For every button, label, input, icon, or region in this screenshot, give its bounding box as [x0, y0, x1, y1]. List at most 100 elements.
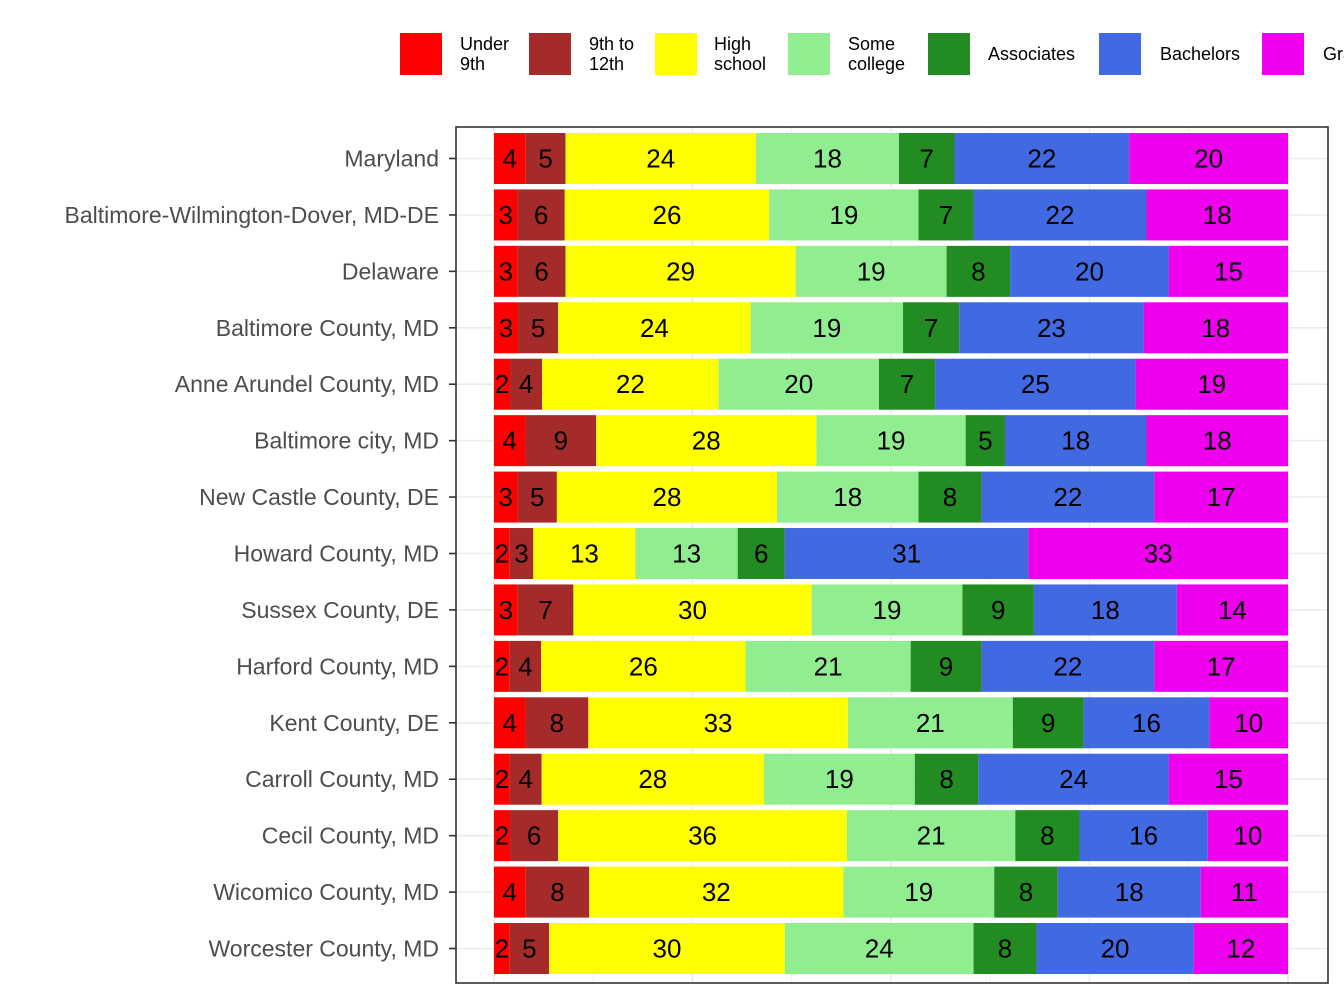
data-label: 13 [672, 539, 701, 569]
data-label: 24 [640, 313, 669, 343]
data-label: 4 [503, 144, 517, 174]
bar-maryland-some-college [756, 133, 899, 184]
data-label: 16 [1132, 708, 1161, 738]
data-label: 20 [1194, 144, 1223, 174]
bar-delaware-9th-to-12th [517, 245, 566, 297]
bar-baltimore-county-md-some-college [750, 302, 904, 354]
data-label: 18 [1203, 426, 1232, 456]
bar-cecil-county-md-some-college [846, 810, 1016, 862]
data-label: 17 [1207, 651, 1236, 681]
bar-new-castle-county-de-graduate [1154, 471, 1288, 523]
bar-harford-county-md-under-9th [494, 640, 510, 692]
bar-worcester-county-md-graduate [1193, 923, 1288, 975]
bar-sussex-county-de-graduate [1176, 584, 1288, 636]
data-label: 23 [1037, 313, 1066, 343]
data-label: 28 [638, 764, 667, 794]
y-tick-label: Harford County, MD [236, 653, 439, 679]
bar-anne-arundel-county-md-9th-to-12th [510, 358, 543, 410]
bar-baltimore-wilmington-dover-md-de-graduate [1146, 189, 1288, 241]
data-label: 10 [1233, 821, 1262, 851]
data-label: 28 [692, 426, 721, 456]
data-label: 19 [825, 764, 854, 794]
y-tick-label: Maryland [344, 146, 439, 172]
bar-baltimore-wilmington-dover-md-de-9th-to-12th [517, 189, 565, 241]
bar-howard-county-md-9th-to-12th [509, 528, 534, 580]
bar-baltimore-city-md-9th-to-12th [525, 415, 597, 467]
bar-cecil-county-md-high-school [558, 810, 847, 862]
y-tick-label: Anne Arundel County, MD [175, 371, 439, 397]
bar-baltimore-county-md-9th-to-12th [518, 302, 559, 354]
y-tick-label: Carroll County, MD [245, 766, 439, 792]
bar-cecil-county-md-9th-to-12th [510, 810, 559, 862]
data-label: 22 [1046, 200, 1075, 230]
data-label: 21 [917, 821, 946, 851]
y-tick-label: Baltimore County, MD [216, 315, 439, 341]
bar-maryland-bachelors [954, 133, 1130, 184]
bar-worcester-county-md-bachelors [1036, 923, 1194, 975]
bar-baltimore-county-md-high-school [558, 302, 751, 354]
data-label: 18 [1061, 426, 1090, 456]
y-tick-label: Delaware [342, 258, 439, 284]
legend-label: Bachelors [1160, 44, 1241, 64]
bar-baltimore-city-md-under-9th [494, 415, 526, 467]
bar-howard-county-md-associates [737, 528, 785, 580]
data-label: 19 [904, 877, 933, 907]
bar-carroll-county-md-associates [914, 753, 979, 805]
data-label: 8 [939, 764, 953, 794]
bar-harford-county-md-associates [910, 640, 982, 692]
bar-maryland-under-9th [494, 133, 526, 184]
legend-swatch [1262, 33, 1304, 75]
data-label: 26 [652, 200, 681, 230]
data-label: 4 [503, 877, 517, 907]
bar-worcester-county-md-high-school [549, 923, 785, 975]
bar-anne-arundel-county-md-associates [878, 358, 936, 410]
data-label: 5 [978, 426, 992, 456]
bar-cecil-county-md-bachelors [1079, 810, 1208, 862]
bar-anne-arundel-county-md-some-college [718, 358, 879, 410]
bar-kent-county-de-graduate [1209, 697, 1288, 749]
data-label: 2 [495, 539, 509, 569]
bar-carroll-county-md-high-school [541, 753, 764, 805]
bar-worcester-county-md-associates [973, 923, 1037, 975]
data-label: 18 [1203, 200, 1232, 230]
data-label: 9 [554, 426, 568, 456]
bar-wicomico-county-md-some-college [843, 866, 995, 918]
bar-baltimore-wilmington-dover-md-de-bachelors [973, 189, 1147, 241]
data-label: 8 [1019, 877, 1033, 907]
bar-maryland-graduate [1129, 133, 1288, 184]
bar-maryland-associates [898, 133, 955, 184]
bar-maryland-9th-to-12th [525, 133, 566, 184]
bar-wicomico-county-md-high-school [589, 866, 844, 918]
data-label: 8 [1040, 821, 1054, 851]
data-label: 4 [518, 651, 532, 681]
data-label: 32 [702, 877, 731, 907]
data-label: 4 [502, 708, 516, 738]
data-label: 6 [534, 200, 548, 230]
bar-wicomico-county-md-associates [994, 866, 1058, 918]
data-label: 7 [900, 369, 914, 399]
data-label: 6 [527, 821, 541, 851]
bar-baltimore-county-md-bachelors [959, 302, 1144, 354]
data-label: 31 [892, 539, 921, 569]
data-label: 10 [1234, 708, 1263, 738]
data-label: 2 [495, 369, 509, 399]
y-tick-label: Baltimore city, MD [254, 428, 439, 454]
bar-howard-county-md-high-school [533, 528, 636, 580]
bar-new-castle-county-de-some-college [777, 471, 919, 523]
bar-cecil-county-md-graduate [1207, 810, 1288, 862]
bar-baltimore-wilmington-dover-md-de-associates [918, 189, 974, 241]
bar-baltimore-city-md-some-college [816, 415, 966, 467]
bar-new-castle-county-de-associates [918, 471, 982, 523]
data-label: 5 [531, 313, 545, 343]
data-label: 20 [1075, 256, 1104, 286]
bar-baltimore-city-md-graduate [1146, 415, 1288, 467]
data-label: 19 [857, 256, 886, 286]
bar-harford-county-md-graduate [1154, 640, 1288, 692]
data-label: 8 [971, 256, 985, 286]
y-axis: Maryland Baltimore-Wilmington-Dover, MD-D… [65, 146, 456, 962]
data-label: 5 [530, 482, 544, 512]
data-label: 14 [1218, 595, 1247, 625]
data-label: 18 [833, 482, 862, 512]
data-label: 18 [1091, 595, 1120, 625]
